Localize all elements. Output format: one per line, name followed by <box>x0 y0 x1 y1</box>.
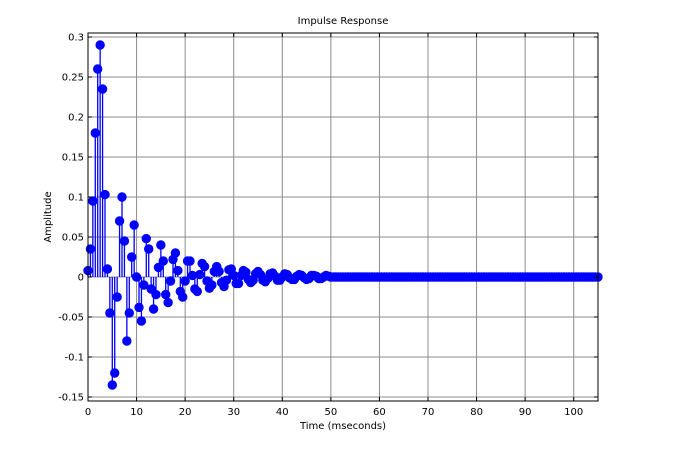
stem-marker <box>107 380 117 390</box>
stem-marker <box>131 272 142 282</box>
stem-marker <box>163 297 173 308</box>
stem-marker <box>233 278 244 289</box>
y-tick-label: 0.05 <box>62 233 84 244</box>
x-tick-label: 80 <box>470 407 483 418</box>
stem-marker <box>129 220 139 230</box>
stem-marker <box>153 262 164 273</box>
stem-marker <box>119 236 130 246</box>
stem-marker <box>110 368 120 378</box>
x-tick-label: 60 <box>373 407 386 418</box>
x-axis-label: Time (mseconds) <box>299 421 386 432</box>
stem-marker <box>102 264 113 274</box>
y-axis-label: Amplitude <box>43 191 54 242</box>
x-tick-label: 30 <box>227 407 240 418</box>
stem-marker <box>151 289 161 300</box>
stem-marker <box>148 304 159 314</box>
y-tick-label: -0.15 <box>58 393 84 404</box>
x-tick-label: 100 <box>564 407 583 418</box>
stem-marker <box>180 276 190 286</box>
stem-marker <box>170 248 181 258</box>
grid-layer <box>87 33 598 401</box>
x-tick-label: 50 <box>324 407 337 418</box>
y-tick-label: 0.3 <box>68 33 84 44</box>
y-tick-label: -0.1 <box>64 353 84 364</box>
stem-layer <box>87 45 330 385</box>
stem-marker <box>173 265 183 276</box>
stem-marker <box>85 244 96 254</box>
x-tick-label: 20 <box>179 407 192 418</box>
stem-marker <box>158 256 168 266</box>
tick-layer: 0 10 20 30 40 50 60 70 80 90 100 -0.15 -0.1 -0.05 0 0.0… <box>58 33 598 418</box>
y-tick-label: -0.05 <box>58 313 84 324</box>
stem-marker <box>93 64 103 74</box>
plot-frame <box>87 32 599 402</box>
stem-marker <box>178 292 188 302</box>
stem-marker <box>144 244 154 254</box>
stem-marker <box>105 308 115 318</box>
x-tick-label: 40 <box>276 407 289 418</box>
y-tick-label: 0.25 <box>62 73 84 84</box>
stem-marker <box>90 128 100 138</box>
y-tick-label: 0 <box>78 273 84 284</box>
stem-marker <box>161 289 171 300</box>
stem-marker <box>195 269 205 280</box>
stem-marker <box>112 292 122 302</box>
stem-marker <box>139 280 149 290</box>
stem-marker <box>156 240 166 250</box>
stem-marker <box>95 40 105 50</box>
stem-marker <box>185 256 195 266</box>
stem-marker <box>221 275 232 285</box>
stem-marker <box>141 233 151 244</box>
stem-marker <box>114 216 125 226</box>
stem-marker <box>207 280 217 290</box>
stem-marker <box>122 336 132 346</box>
stem-marker <box>88 196 98 206</box>
stem-marker <box>214 266 224 277</box>
stem-marker <box>199 261 210 272</box>
x-tick-label: 70 <box>422 407 435 418</box>
stem-marker <box>97 84 108 94</box>
chart-title: Impulse Response <box>298 16 389 27</box>
stem-marker <box>192 286 202 297</box>
stem-marker <box>124 308 134 318</box>
y-tick-label: 0.15 <box>62 153 84 164</box>
y-tick-label: 0.1 <box>68 193 84 204</box>
x-tick-label: 0 <box>85 407 91 418</box>
stem-marker <box>127 252 137 262</box>
y-tick-label: 0.2 <box>68 113 84 124</box>
x-tick-label: 10 <box>130 407 143 418</box>
stem-marker <box>165 276 176 286</box>
marker-layer <box>83 40 603 390</box>
stem-marker <box>117 192 127 202</box>
stem-marker <box>136 316 147 326</box>
stem-marker <box>100 189 110 200</box>
x-tick-label: 90 <box>519 407 532 418</box>
stem-marker <box>134 302 144 313</box>
